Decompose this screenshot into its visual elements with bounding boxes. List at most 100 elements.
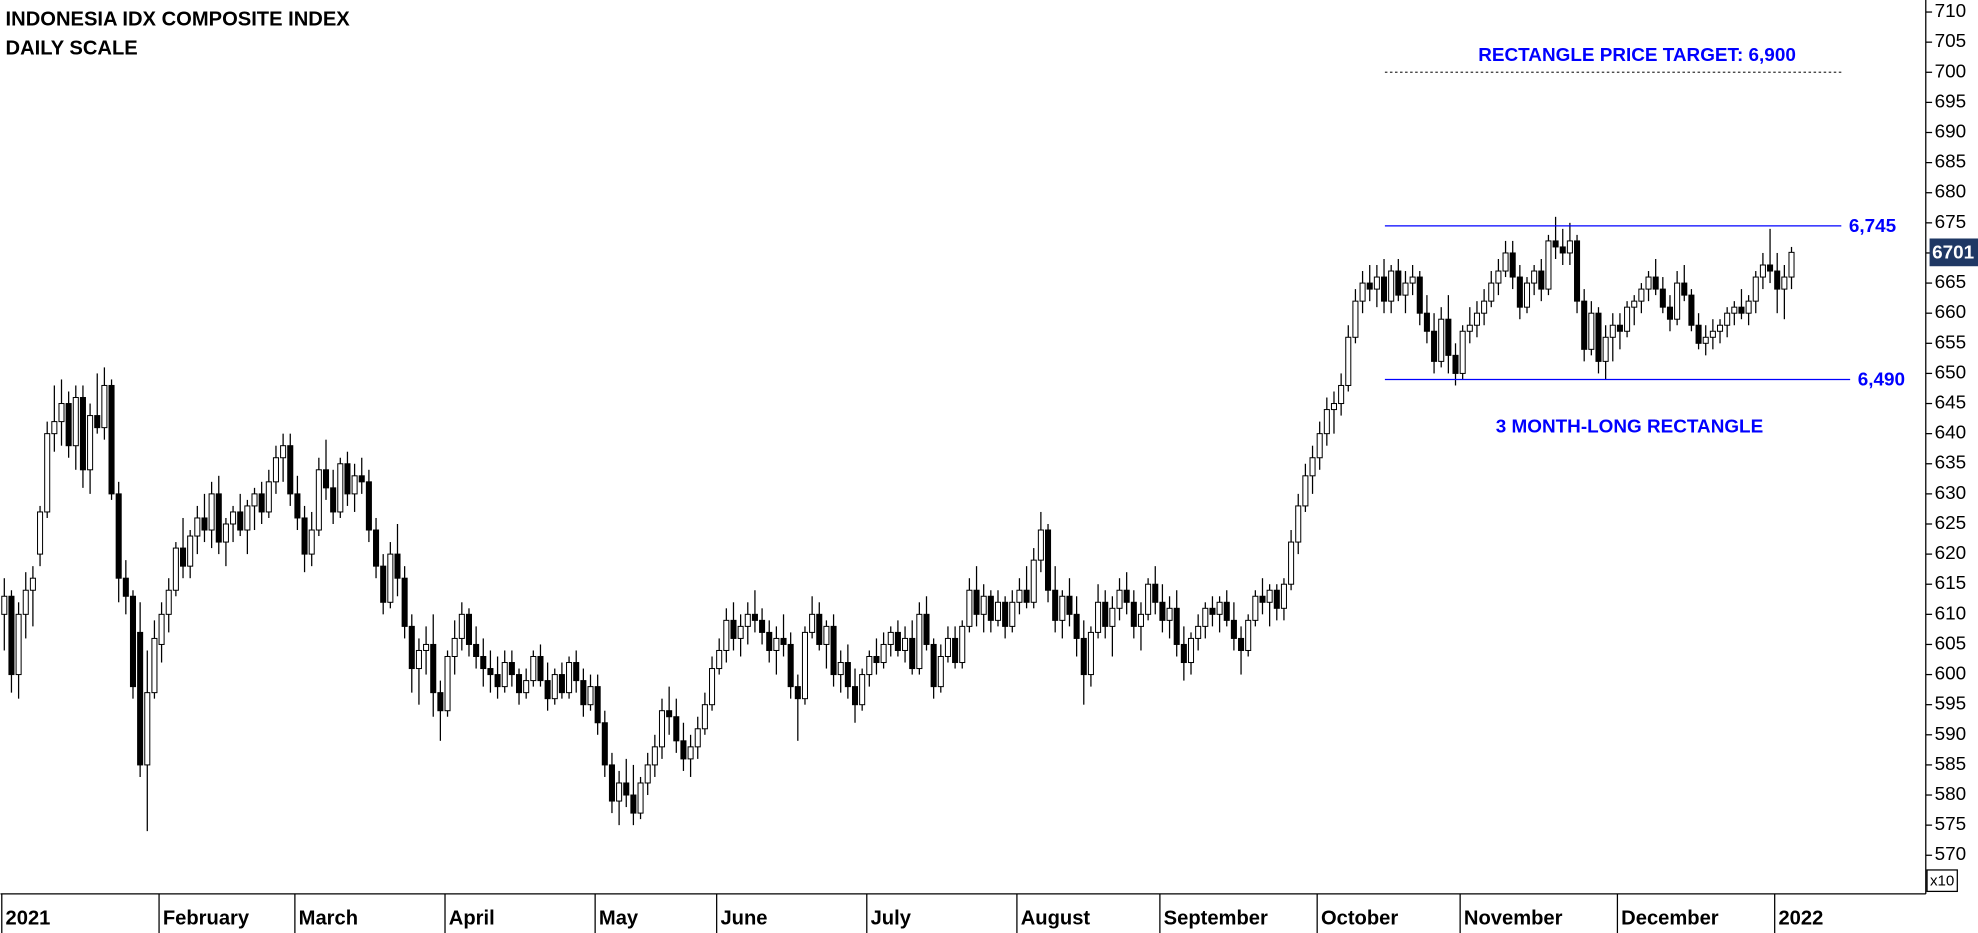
candle-body bbox=[1724, 312, 1731, 326]
candle-body bbox=[1631, 300, 1638, 308]
candle-body bbox=[22, 589, 29, 615]
candle-body bbox=[1345, 336, 1352, 386]
candle-body bbox=[194, 517, 201, 537]
candle-body bbox=[902, 637, 909, 651]
candle-body bbox=[1059, 595, 1066, 621]
candle-body bbox=[1609, 324, 1616, 338]
y-tick-label: 590 bbox=[1935, 724, 1967, 745]
candle-body bbox=[201, 517, 208, 531]
candle-body bbox=[937, 655, 944, 688]
candle-body bbox=[37, 511, 44, 555]
candle-body bbox=[101, 384, 108, 429]
candle-body bbox=[637, 782, 644, 814]
candle-body bbox=[623, 782, 630, 796]
candle-body bbox=[1466, 324, 1473, 332]
candle-body bbox=[816, 613, 823, 645]
candle-body bbox=[701, 704, 708, 730]
candle-body bbox=[1624, 306, 1631, 332]
candle-body bbox=[1002, 601, 1009, 627]
candle-body bbox=[801, 631, 808, 700]
candle-body bbox=[351, 475, 358, 495]
candle-body bbox=[423, 643, 430, 651]
y-tick-label: 615 bbox=[1935, 573, 1967, 594]
candle-body bbox=[1023, 589, 1030, 603]
candle-body bbox=[851, 686, 859, 706]
candle-body bbox=[258, 493, 265, 513]
candle-body bbox=[1259, 595, 1266, 603]
candle-body bbox=[1209, 607, 1216, 615]
candle-body bbox=[680, 740, 687, 760]
candle-body bbox=[208, 493, 215, 531]
candle-body bbox=[1080, 637, 1087, 676]
candle-body bbox=[1581, 300, 1588, 350]
y-tick-label: 705 bbox=[1935, 31, 1967, 52]
y-tick-label: 695 bbox=[1935, 91, 1967, 112]
candle-body bbox=[1173, 607, 1180, 645]
candle-body bbox=[365, 481, 372, 531]
candle-body bbox=[1709, 330, 1716, 338]
candle-body bbox=[1137, 613, 1144, 627]
candle-body bbox=[1488, 282, 1495, 302]
x-tick-label: March bbox=[299, 907, 358, 929]
x-tick-label: 2021 bbox=[6, 907, 51, 929]
candle-body bbox=[1216, 601, 1223, 615]
candle-body bbox=[916, 613, 923, 670]
candle-body bbox=[1674, 282, 1681, 320]
candle-body bbox=[415, 649, 422, 670]
candle-body bbox=[537, 655, 544, 682]
candle-body bbox=[172, 547, 179, 591]
candle-body bbox=[608, 764, 615, 802]
last-price-box bbox=[1929, 238, 1978, 267]
candle-body bbox=[558, 674, 565, 694]
x-tick-label: February bbox=[163, 907, 250, 929]
candle-body bbox=[1695, 324, 1702, 344]
candle-body bbox=[1252, 595, 1259, 621]
candle-body bbox=[122, 577, 129, 597]
candle-body bbox=[1373, 276, 1380, 290]
x-tick-label: November bbox=[1464, 907, 1563, 929]
candle-body bbox=[1745, 300, 1752, 314]
candle-body bbox=[1109, 607, 1116, 627]
candle-body bbox=[1380, 276, 1388, 302]
candle-body bbox=[1509, 252, 1516, 278]
candle-body bbox=[1688, 294, 1695, 326]
candle-body bbox=[551, 674, 558, 700]
candle-body bbox=[508, 662, 515, 676]
candle-body bbox=[859, 674, 866, 706]
candle-body bbox=[1652, 276, 1659, 290]
candle-body bbox=[1316, 433, 1323, 459]
candle-body bbox=[1130, 601, 1137, 627]
y-tick-label: 620 bbox=[1935, 543, 1967, 564]
candle-body bbox=[315, 469, 322, 531]
candle-body bbox=[301, 517, 308, 555]
candle-body bbox=[1752, 276, 1759, 302]
candle-body bbox=[759, 619, 766, 633]
candle-body bbox=[880, 643, 887, 664]
candle-body bbox=[730, 619, 737, 639]
candle-body bbox=[1037, 529, 1044, 561]
y-tick-label: 570 bbox=[1935, 844, 1967, 865]
candle-body bbox=[1352, 300, 1359, 338]
candle-body bbox=[952, 637, 959, 664]
y-tick-label: 685 bbox=[1935, 152, 1967, 173]
last-price-label: 6701 bbox=[1932, 243, 1974, 264]
candle-body bbox=[944, 637, 951, 658]
candle-body bbox=[1202, 607, 1209, 627]
candle-body bbox=[180, 547, 187, 567]
candle-body bbox=[494, 674, 501, 688]
candle-body bbox=[809, 613, 816, 633]
candle-body bbox=[1223, 601, 1230, 621]
y-tick-label: 650 bbox=[1935, 362, 1967, 383]
candle-body bbox=[1438, 318, 1445, 362]
candle-body bbox=[44, 433, 51, 513]
candle-body bbox=[465, 613, 473, 645]
candle-body bbox=[1323, 409, 1330, 435]
candle-body bbox=[737, 625, 744, 639]
candle-body bbox=[651, 746, 658, 766]
y-tick-label: 690 bbox=[1935, 122, 1967, 143]
candle-body bbox=[151, 637, 158, 694]
candle-body bbox=[473, 643, 480, 658]
candle-body bbox=[51, 421, 58, 435]
